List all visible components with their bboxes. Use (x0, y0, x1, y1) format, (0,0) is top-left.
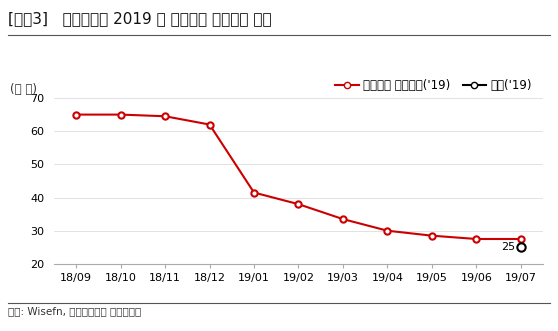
Text: 25: 25 (501, 242, 515, 252)
Legend: 영업이익 컨센서스('19), 한화('19): 영업이익 컨센서스('19), 한화('19) (330, 74, 537, 97)
Text: 자료: Wisefn, 한화투자증권 리서치센터: 자료: Wisefn, 한화투자증권 리서치센터 (8, 306, 142, 316)
Text: (조 원): (조 원) (10, 83, 37, 96)
Text: [그림3]   삼성전자의 2019 년 영업이익 컨센서스 추이: [그림3] 삼성전자의 2019 년 영업이익 컨센서스 추이 (8, 12, 272, 26)
